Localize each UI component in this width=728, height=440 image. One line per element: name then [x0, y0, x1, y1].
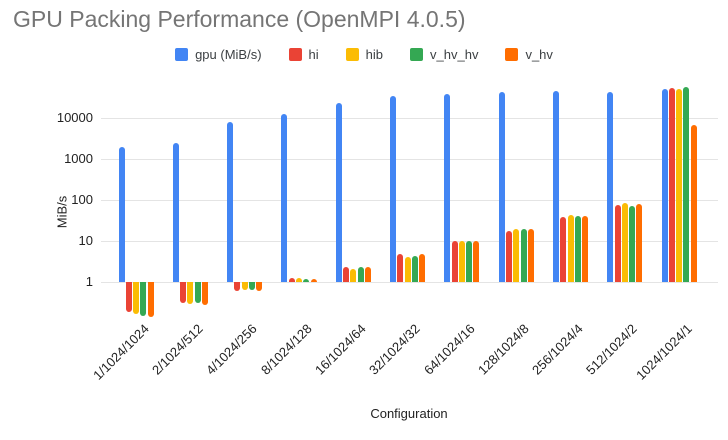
gridline: [101, 241, 718, 242]
bar-gpu-mib-s--16-1024-64: [336, 103, 342, 282]
y-tick-label: 1000: [64, 151, 93, 166]
bar-hib-1024-1024-1: [676, 89, 682, 282]
x-tick-label: 512/1024/2: [582, 321, 640, 378]
bar-v-hv-512-1024-2: [636, 204, 642, 282]
legend-item-v-hv-hv: v_hv_hv: [410, 47, 478, 62]
x-tick-label: 1024/1024/1: [632, 321, 695, 383]
bar-hib-16-1024-64: [350, 269, 356, 282]
x-tick-label: 256/1024/4: [528, 321, 586, 378]
bar-gpu-mib-s--128-1024-8: [499, 92, 505, 282]
bar-v-hv-hv-128-1024-8: [521, 229, 527, 282]
gridline: [101, 159, 718, 160]
bar-hi-8-1024-128: [289, 278, 295, 282]
legend-label: gpu (MiB/s): [195, 47, 262, 62]
bar-hi-1024-1024-1: [669, 88, 675, 282]
legend-item-hi: hi: [288, 47, 319, 62]
legend-label: v_hv_hv: [430, 47, 479, 62]
bar-hi-16-1024-64: [343, 267, 349, 282]
bar-hib-8-1024-128: [296, 278, 302, 282]
legend-swatch-icon: [288, 48, 302, 61]
y-tick-label: 1: [85, 274, 93, 289]
legend-item-v-hv: v_hv: [505, 47, 553, 62]
bar-v-hv-64-1024-16: [473, 241, 479, 282]
bar-hib-128-1024-8: [513, 229, 519, 282]
bar-v-hv-16-1024-64: [365, 267, 371, 282]
legend-swatch-icon: [175, 48, 189, 61]
bar-gpu-mib-s--1-1024-1024: [119, 147, 125, 282]
bar-hi-1-1024-1024: [126, 282, 132, 312]
gridline: [101, 282, 718, 283]
y-tick-label: 100: [71, 192, 93, 207]
bar-hi-512-1024-2: [615, 205, 621, 282]
x-tick-label: 4/1024/256: [202, 321, 260, 378]
bar-v-hv-256-1024-4: [582, 216, 588, 282]
bar-hib-256-1024-4: [568, 215, 574, 282]
gridline: [101, 118, 718, 119]
x-tick-label: 1/1024/1024: [89, 321, 152, 383]
legend-swatch-icon: [410, 48, 424, 61]
bar-v-hv-hv-64-1024-16: [466, 241, 472, 282]
bar-gpu-mib-s--64-1024-16: [444, 94, 450, 282]
bar-v-hv-1024-1024-1: [691, 125, 697, 282]
bar-hi-64-1024-16: [452, 241, 458, 282]
legend-swatch-icon: [345, 48, 359, 61]
bar-hib-2-1024-512: [187, 282, 193, 304]
y-axis-title: MiB/s: [54, 195, 70, 229]
bar-hib-1-1024-1024: [133, 282, 139, 314]
bar-v-hv-hv-4-1024-256: [249, 282, 255, 290]
bar-v-hv-hv-8-1024-128: [303, 279, 309, 282]
legend-label: v_hv: [525, 47, 553, 62]
bar-gpu-mib-s--4-1024-256: [227, 122, 233, 282]
x-tick-label: 16/1024/64: [311, 321, 369, 378]
bar-v-hv-hv-1024-1024-1: [683, 87, 689, 282]
bar-gpu-mib-s--8-1024-128: [281, 114, 287, 282]
bar-hi-256-1024-4: [560, 217, 566, 282]
x-tick-label: 8/1024/128: [257, 321, 315, 378]
legend-label: hi: [308, 47, 319, 62]
bar-gpu-mib-s--1024-1024-1: [662, 89, 668, 282]
bar-hi-2-1024-512: [180, 282, 186, 303]
bar-v-hv-hv-512-1024-2: [629, 206, 635, 282]
chart-legend: gpu (MiB/s) hi hib v_hv_hv v_hv: [0, 47, 728, 62]
y-tick-label: 10: [78, 233, 93, 248]
bar-hib-4-1024-256: [242, 282, 248, 290]
x-tick-label: 128/1024/8: [474, 321, 532, 378]
bar-v-hv-hv-2-1024-512: [195, 282, 201, 303]
bar-gpu-mib-s--512-1024-2: [607, 92, 613, 282]
chart-title: GPU Packing Performance (OpenMPI 4.0.5): [13, 6, 466, 32]
bar-v-hv-1-1024-1024: [148, 282, 154, 317]
bar-hib-64-1024-16: [459, 241, 465, 282]
legend-swatch-icon: [505, 48, 519, 61]
bar-v-hv-2-1024-512: [202, 282, 208, 305]
bar-gpu-mib-s--2-1024-512: [173, 143, 179, 282]
x-axis-title: Configuration: [370, 406, 448, 421]
x-tick-label: 2/1024/512: [148, 321, 206, 378]
bar-v-hv-32-1024-32: [419, 254, 425, 282]
bar-hi-32-1024-32: [397, 254, 403, 282]
bar-v-hv-hv-32-1024-32: [412, 256, 418, 282]
gridline: [101, 200, 718, 201]
bar-v-hv-hv-1-1024-1024: [140, 282, 146, 316]
bar-hib-512-1024-2: [622, 203, 628, 282]
bar-v-hv-8-1024-128: [311, 279, 317, 282]
bar-gpu-mib-s--256-1024-4: [553, 91, 559, 282]
legend-item-gpu-mib-s-: gpu (MiB/s): [175, 47, 262, 62]
bar-v-hv-hv-256-1024-4: [575, 216, 581, 282]
bar-hi-4-1024-256: [234, 282, 240, 291]
x-tick-label: 64/1024/16: [420, 321, 478, 378]
legend-item-hib: hib: [345, 47, 384, 62]
x-tick-label: 32/1024/32: [365, 321, 423, 378]
bar-hi-128-1024-8: [506, 231, 512, 282]
y-tick-label: 10000: [56, 110, 93, 125]
bar-v-hv-4-1024-256: [256, 282, 262, 291]
bar-gpu-mib-s--32-1024-32: [390, 96, 396, 282]
bar-v-hv-128-1024-8: [528, 229, 534, 282]
bar-hib-32-1024-32: [405, 257, 411, 282]
legend-label: hib: [365, 47, 384, 62]
bar-v-hv-hv-16-1024-64: [358, 267, 364, 282]
